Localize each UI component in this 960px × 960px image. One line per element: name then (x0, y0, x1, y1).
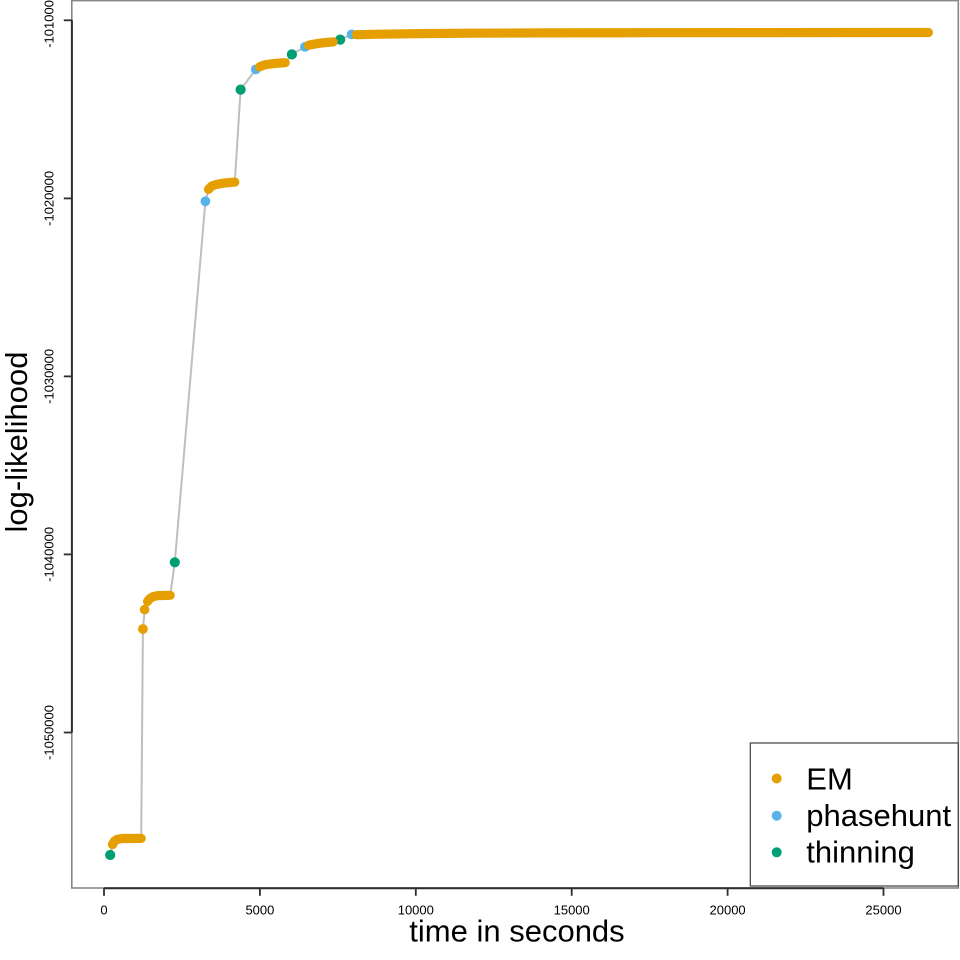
svg-text:-1030000: -1030000 (42, 349, 57, 404)
svg-text:5000: 5000 (245, 903, 274, 918)
svg-text:25000: 25000 (865, 903, 901, 918)
svg-text:15000: 15000 (554, 903, 590, 918)
svg-text:phasehunt: phasehunt (806, 798, 951, 833)
svg-text:-1050000: -1050000 (42, 705, 57, 760)
svg-text:10000: 10000 (398, 903, 434, 918)
svg-text:-1010000: -1010000 (42, 0, 57, 48)
svg-text:-1020000: -1020000 (42, 171, 57, 226)
svg-text:-1040000: -1040000 (42, 527, 57, 582)
svg-text:0: 0 (100, 903, 107, 918)
svg-text:20000: 20000 (710, 903, 746, 918)
svg-text:thinning: thinning (806, 835, 915, 870)
svg-text:time in seconds: time in seconds (409, 914, 624, 949)
svg-text:EM: EM (806, 761, 853, 796)
svg-text:log-likelihood: log-likelihood (0, 352, 34, 533)
